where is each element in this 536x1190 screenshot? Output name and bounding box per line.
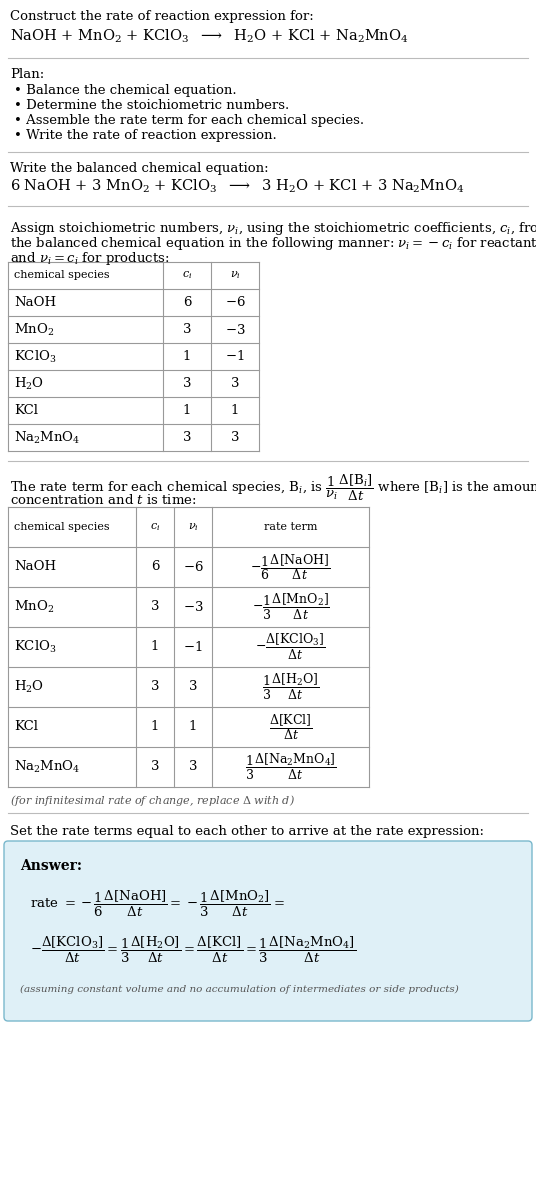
Text: KCl: KCl [14,720,38,733]
Text: 1: 1 [183,403,191,416]
Text: $-3$: $-3$ [225,322,245,337]
Text: KClO$_3$: KClO$_3$ [14,349,56,364]
Text: $\dfrac{1}{3}\dfrac{\Delta[\mathrm{H_2O}]}{\Delta t}$: $\dfrac{1}{3}\dfrac{\Delta[\mathrm{H_2O}… [262,672,319,702]
Text: MnO$_2$: MnO$_2$ [14,599,54,615]
Text: Set the rate terms equal to each other to arrive at the rate expression:: Set the rate terms equal to each other t… [10,825,484,838]
Text: Na$_2$MnO$_4$: Na$_2$MnO$_4$ [14,430,80,445]
Text: 3: 3 [189,681,197,694]
Text: KCl: KCl [14,403,38,416]
Text: H$_2$O: H$_2$O [14,679,44,695]
Text: 3: 3 [151,681,159,694]
Text: 1: 1 [231,403,239,416]
Text: Plan:: Plan: [10,68,44,81]
Text: NaOH + MnO$_2$ + KClO$_3$  $\longrightarrow$  H$_2$O + KCl + Na$_2$MnO$_4$: NaOH + MnO$_2$ + KClO$_3$ $\longrightarr… [10,29,408,45]
Text: $-\dfrac{1}{3}\dfrac{\Delta[\mathrm{MnO_2}]}{\Delta t}$: $-\dfrac{1}{3}\dfrac{\Delta[\mathrm{MnO_… [251,591,330,622]
Text: 3: 3 [151,601,159,614]
Text: (for infinitesimal rate of change, replace $\Delta$ with $d$): (for infinitesimal rate of change, repla… [10,793,295,808]
Text: 6: 6 [183,296,191,309]
Text: $-1$: $-1$ [225,350,245,363]
Text: Write the balanced chemical equation:: Write the balanced chemical equation: [10,162,269,175]
Text: • Assemble the rate term for each chemical species.: • Assemble the rate term for each chemic… [14,114,364,127]
Text: rate $= -\dfrac{1}{6}\dfrac{\Delta[\mathrm{NaOH}]}{\Delta t} = -\dfrac{1}{3}\dfr: rate $= -\dfrac{1}{6}\dfrac{\Delta[\math… [30,889,285,919]
Text: NaOH: NaOH [14,296,56,309]
Text: 6 NaOH + 3 MnO$_2$ + KClO$_3$  $\longrightarrow$  3 H$_2$O + KCl + 3 Na$_2$MnO$_: 6 NaOH + 3 MnO$_2$ + KClO$_3$ $\longrigh… [10,178,465,195]
Text: (assuming constant volume and no accumulation of intermediates or side products): (assuming constant volume and no accumul… [20,985,459,994]
Text: Construct the rate of reaction expression for:: Construct the rate of reaction expressio… [10,10,314,23]
Text: $\nu_i$: $\nu_i$ [229,270,241,281]
Text: KClO$_3$: KClO$_3$ [14,639,56,655]
Text: $c_i$: $c_i$ [182,270,192,281]
Text: • Write the rate of reaction expression.: • Write the rate of reaction expression. [14,129,277,142]
Text: $-1$: $-1$ [183,640,203,654]
Text: Assign stoichiometric numbers, $\nu_i$, using the stoichiometric coefficients, $: Assign stoichiometric numbers, $\nu_i$, … [10,220,536,237]
Text: $\dfrac{1}{3}\dfrac{\Delta[\mathrm{Na_2MnO_4}]}{\Delta t}$: $\dfrac{1}{3}\dfrac{\Delta[\mathrm{Na_2M… [244,752,337,782]
Text: $\dfrac{\Delta[\mathrm{KCl}]}{\Delta t}$: $\dfrac{\Delta[\mathrm{KCl}]}{\Delta t}$ [269,712,312,741]
Text: NaOH: NaOH [14,560,56,574]
Text: 3: 3 [151,760,159,774]
Text: 3: 3 [231,431,239,444]
Text: $c_i$: $c_i$ [150,521,160,533]
Text: 3: 3 [183,322,191,336]
Text: $-3$: $-3$ [183,600,203,614]
Text: 1: 1 [151,640,159,653]
Text: • Determine the stoichiometric numbers.: • Determine the stoichiometric numbers. [14,99,289,112]
Text: chemical species: chemical species [14,270,110,281]
Text: and $\nu_i = c_i$ for products:: and $\nu_i = c_i$ for products: [10,250,169,267]
Text: $-\dfrac{1}{6}\dfrac{\Delta[\mathrm{NaOH}]}{\Delta t}$: $-\dfrac{1}{6}\dfrac{\Delta[\mathrm{NaOH… [250,552,331,582]
Text: 1: 1 [183,350,191,363]
FancyBboxPatch shape [4,841,532,1021]
Text: Na$_2$MnO$_4$: Na$_2$MnO$_4$ [14,759,80,775]
Text: concentration and $t$ is time:: concentration and $t$ is time: [10,493,197,507]
Text: The rate term for each chemical species, B$_i$, is $\dfrac{1}{\nu_i}\dfrac{\Delt: The rate term for each chemical species,… [10,472,536,503]
Text: 3: 3 [183,377,191,390]
Text: 1: 1 [189,720,197,733]
Text: Answer:: Answer: [20,859,82,873]
Text: $-\dfrac{\Delta[\mathrm{KClO_3}]}{\Delta t}$: $-\dfrac{\Delta[\mathrm{KClO_3}]}{\Delta… [255,632,326,662]
Text: $-\dfrac{\Delta[\mathrm{KClO_3}]}{\Delta t} = \dfrac{1}{3}\dfrac{\Delta[\mathrm{: $-\dfrac{\Delta[\mathrm{KClO_3}]}{\Delta… [30,935,356,965]
Text: • Balance the chemical equation.: • Balance the chemical equation. [14,84,236,98]
Text: $\nu_i$: $\nu_i$ [188,521,198,533]
Text: the balanced chemical equation in the following manner: $\nu_i = -c_i$ for react: the balanced chemical equation in the fo… [10,234,536,252]
Text: chemical species: chemical species [14,522,110,532]
Text: 1: 1 [151,720,159,733]
Text: 6: 6 [151,560,159,574]
Text: MnO$_2$: MnO$_2$ [14,321,54,338]
Text: 3: 3 [231,377,239,390]
Text: $-6$: $-6$ [225,295,245,309]
Text: $-6$: $-6$ [183,560,203,574]
Text: 3: 3 [189,760,197,774]
Text: 3: 3 [183,431,191,444]
Text: rate term: rate term [264,522,317,532]
Text: H$_2$O: H$_2$O [14,376,44,392]
